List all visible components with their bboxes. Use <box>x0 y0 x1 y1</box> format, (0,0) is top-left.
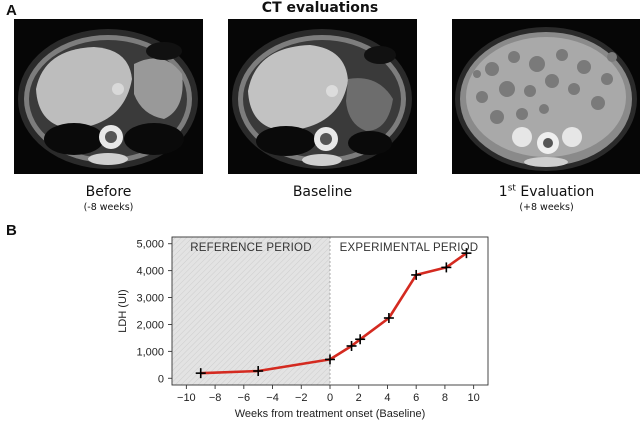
x-axis-label: Weeks from treatment onset (Baseline) <box>235 408 426 420</box>
ldh-data-point <box>195 368 206 379</box>
caption-before-label: Before <box>85 184 132 200</box>
ldh-data-point <box>355 334 366 345</box>
ct-scan-before-image <box>14 19 203 174</box>
ct-evaluations-title: CT evaluations <box>261 0 379 16</box>
panel-b-letter: B <box>6 222 17 239</box>
ct-scan-first-evaluation-image <box>452 19 640 174</box>
x-tick-label: 6 <box>413 392 419 404</box>
x-tick-label: −2 <box>295 392 308 404</box>
y-tick-label: 4,000 <box>136 266 164 278</box>
caption-baseline-label: Baseline <box>292 184 353 200</box>
ldh-data-point <box>325 354 335 365</box>
x-tick-label: 2 <box>356 392 362 404</box>
y-tick-label: 3,000 <box>136 293 164 305</box>
y-tick-label: 0 <box>158 373 164 385</box>
x-tick-label: 10 <box>468 392 480 404</box>
y-axis-label: LDH (UI) <box>117 289 129 332</box>
x-tick-label: −4 <box>266 392 279 404</box>
caption-first-evaluation-sublabel: (+8 weeks) <box>519 202 574 213</box>
experimental-period-label: EXPERIMENTAL PERIOD <box>340 242 479 254</box>
ldh-line-chart: REFERENCE PERIOD EXPERIMENTAL PERIOD −10 −… <box>117 236 489 420</box>
ldh-data-point <box>461 248 472 259</box>
x-tick-label: −6 <box>238 392 251 404</box>
x-tick-label: −10 <box>177 392 196 404</box>
caption-eval-suffix: Evaluation <box>515 184 595 200</box>
y-tick-label: 5,000 <box>136 239 164 251</box>
ct-scan-baseline-image <box>228 19 417 174</box>
x-tick-label: 0 <box>327 392 333 404</box>
caption-first-evaluation-label: 1st Evaluation <box>452 184 640 200</box>
reference-period-label: REFERENCE PERIOD <box>190 242 311 254</box>
caption-eval-superscript: st <box>507 183 516 194</box>
caption-eval-prefix: 1 <box>498 184 508 200</box>
reference-period-shading <box>172 237 330 385</box>
ldh-data-point <box>441 262 452 273</box>
caption-first-evaluation: 1st Evaluation (+8 weeks) <box>452 184 640 214</box>
panel-a-letter: A <box>6 2 17 19</box>
ldh-data-point <box>383 312 394 323</box>
y-tick-label: 1,000 <box>136 346 164 358</box>
y-tick-label: 2,000 <box>136 319 164 331</box>
ldh-data-point <box>253 366 264 377</box>
ldh-data-point <box>346 340 357 351</box>
caption-before-sublabel: (-8 weeks) <box>83 202 134 213</box>
x-tick-label: 4 <box>384 392 390 404</box>
x-tick-label: 8 <box>442 392 448 404</box>
x-tick-label: −8 <box>209 392 222 404</box>
caption-before: Before (-8 weeks) <box>14 184 203 214</box>
ldh-data-point <box>411 269 422 280</box>
caption-baseline: Baseline <box>228 184 417 200</box>
